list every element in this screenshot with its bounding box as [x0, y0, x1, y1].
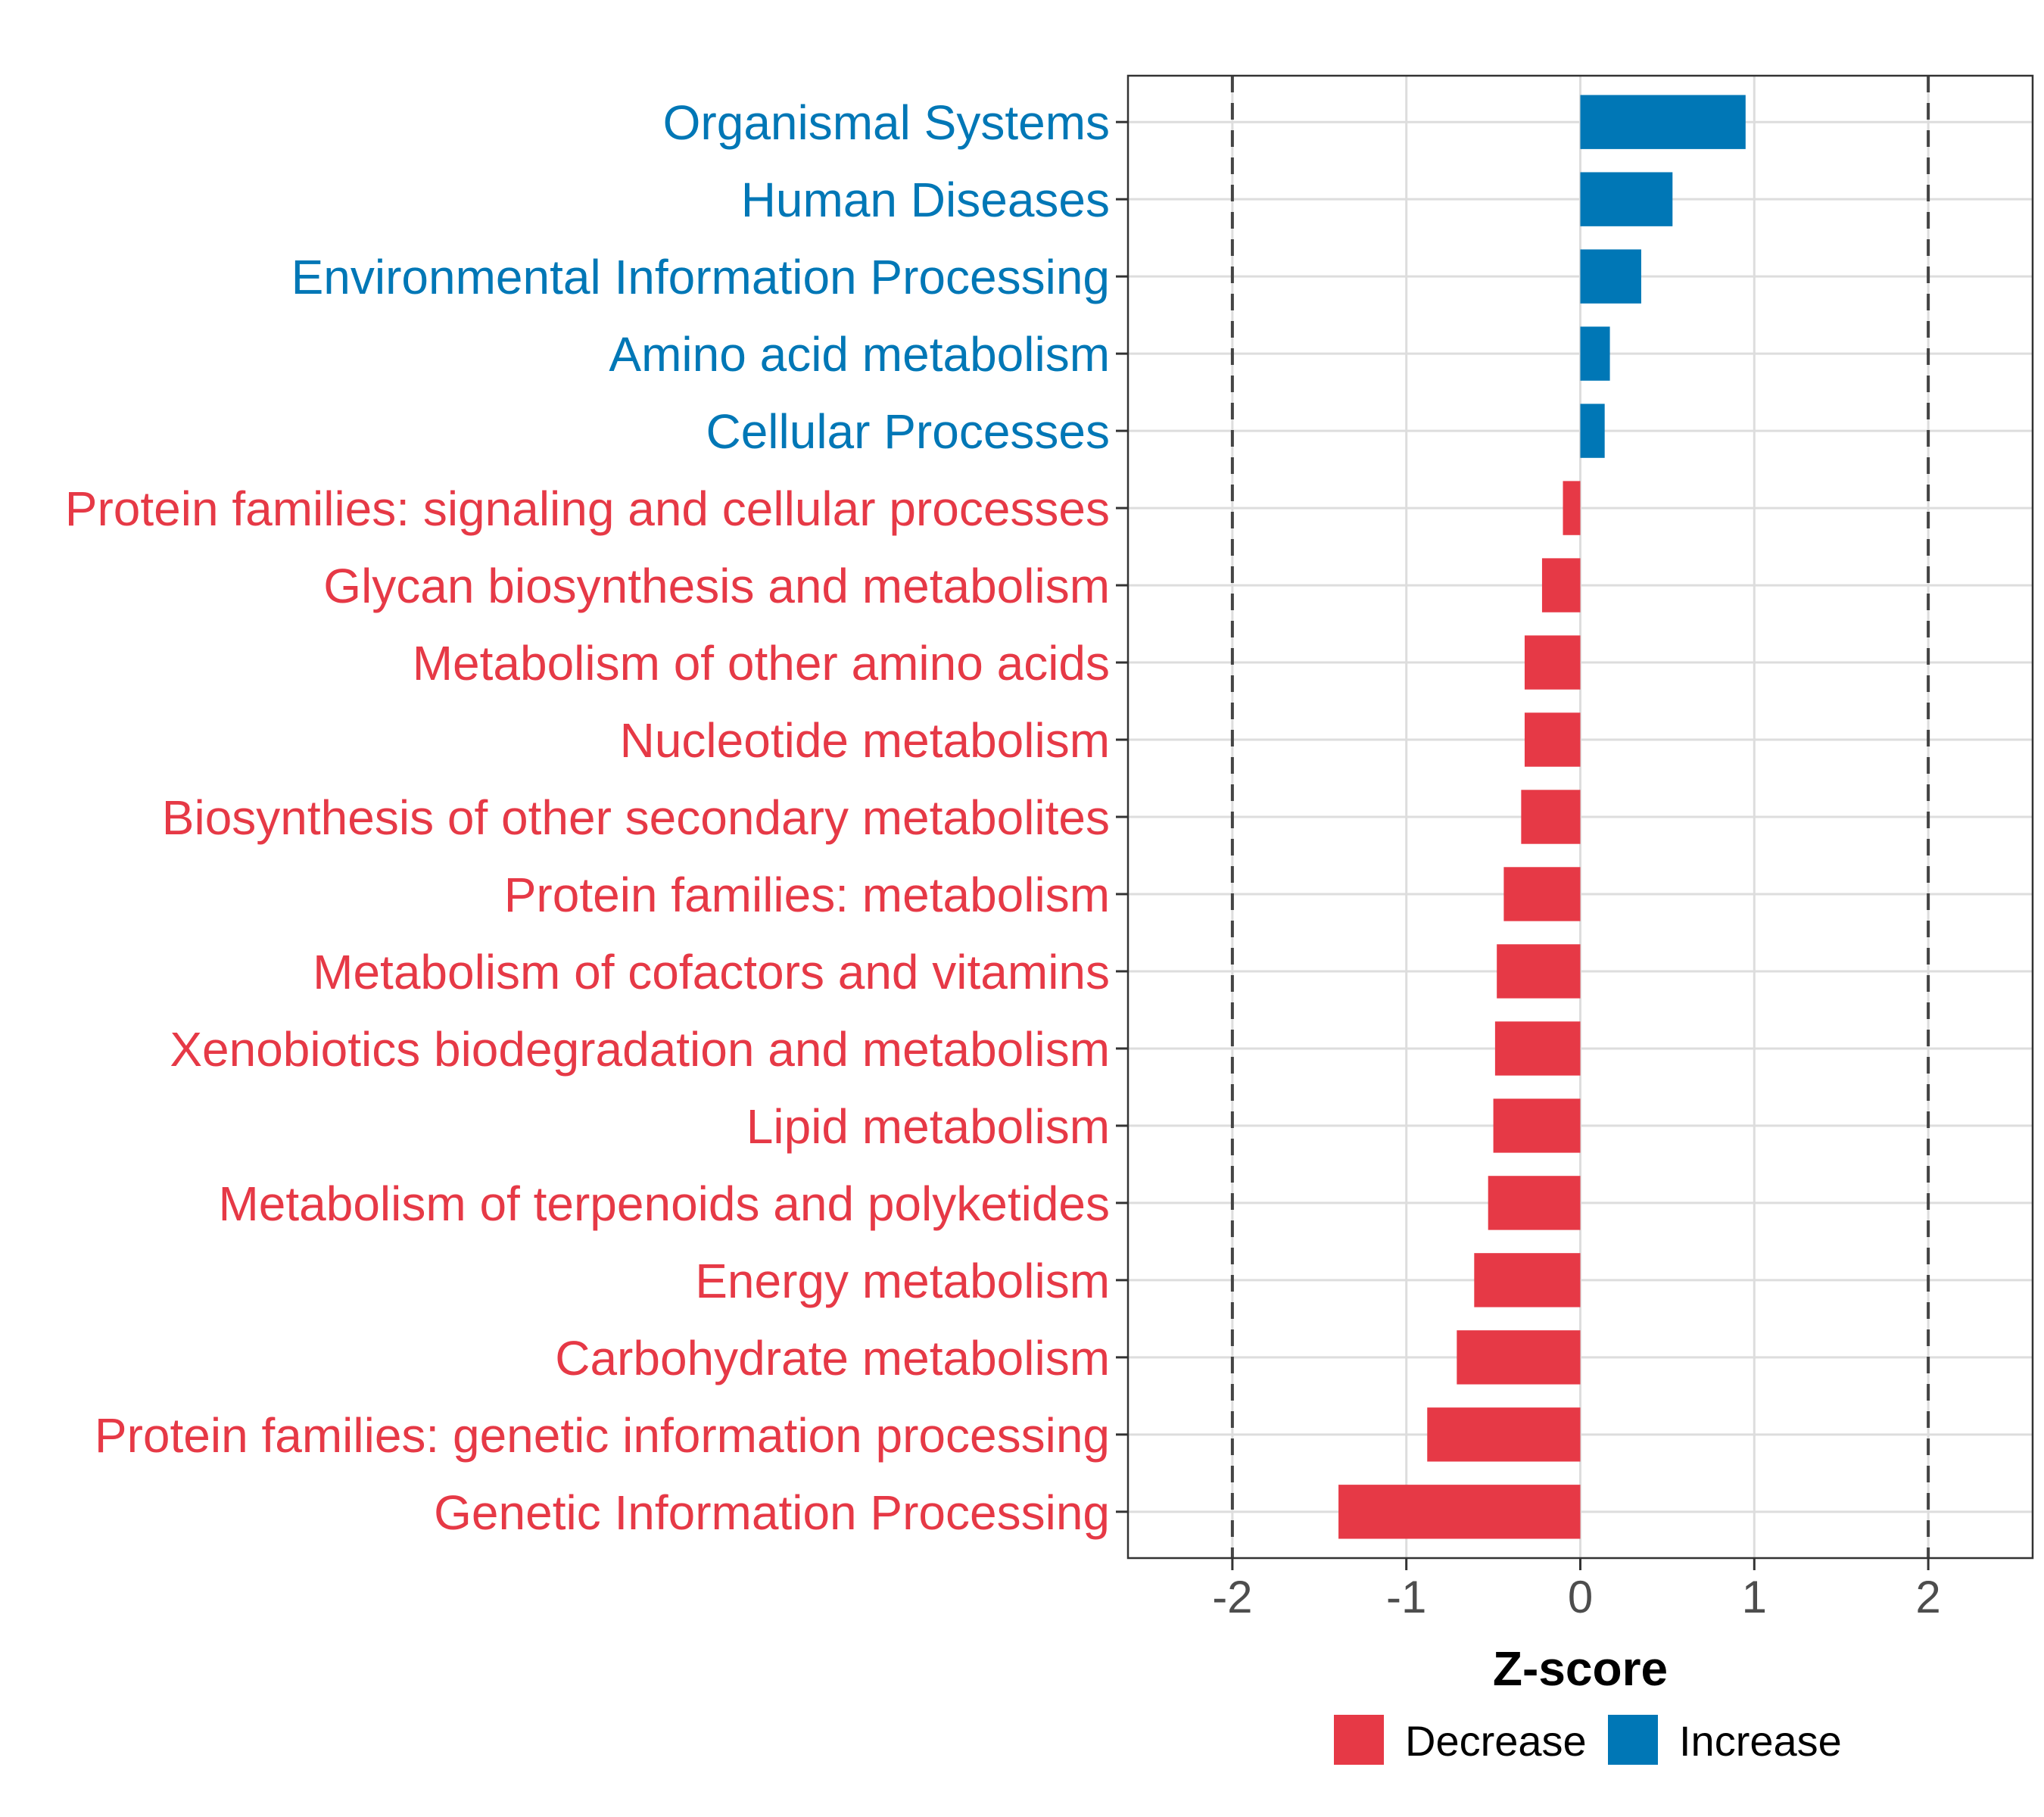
bar: [1493, 1099, 1581, 1153]
bar: [1497, 944, 1581, 999]
x-tick-label: 0: [1568, 1572, 1593, 1622]
bar: [1563, 481, 1581, 535]
bar: [1524, 712, 1581, 767]
bar: [1427, 1407, 1581, 1462]
bar: [1580, 404, 1605, 458]
category-label: Metabolism of cofactors and vitamins: [313, 945, 1110, 999]
category-label: Glycan biosynthesis and metabolism: [323, 559, 1110, 613]
bar: [1521, 790, 1581, 844]
category-label: Carbohydrate metabolism: [555, 1331, 1110, 1385]
category-label: Amino acid metabolism: [609, 327, 1110, 382]
bar: [1338, 1485, 1581, 1539]
x-axis: -2 -1 0 1 2: [1212, 1558, 1941, 1622]
category-label: Nucleotide metabolism: [620, 713, 1110, 768]
legend-label: Decrease: [1405, 1717, 1587, 1765]
category-label: Lipid metabolism: [746, 1099, 1110, 1154]
legend-swatch: [1608, 1715, 1658, 1765]
category-label: Xenobiotics biodegradation and metabolis…: [170, 1022, 1110, 1077]
category-label: Protein families: metabolism: [504, 868, 1110, 922]
bars: [1338, 95, 1746, 1539]
legend-label: Increase: [1679, 1717, 1842, 1765]
category-label: Metabolism of other amino acids: [413, 636, 1110, 690]
category-label: Genetic Information Processing: [434, 1485, 1110, 1540]
legend: Decrease Increase: [1334, 1715, 1842, 1765]
y-axis: Organismal Systems Human Diseases Environm…: [65, 95, 1128, 1540]
x-tick-label: 2: [1915, 1572, 1940, 1622]
bar: [1524, 635, 1581, 690]
bar: [1488, 1176, 1581, 1230]
bar: [1541, 558, 1581, 612]
bar: [1580, 326, 1610, 381]
x-tick-label: -2: [1212, 1572, 1252, 1622]
bar: [1580, 172, 1673, 226]
bar: [1580, 249, 1641, 304]
category-label: Metabolism of terpenoids and polyketides: [218, 1177, 1110, 1231]
category-label: Environmental Information Processing: [291, 250, 1110, 304]
bar: [1503, 867, 1581, 921]
bar: [1580, 95, 1746, 149]
bar: [1474, 1253, 1581, 1307]
category-label: Biosynthesis of other secondary metaboli…: [162, 790, 1110, 845]
category-label: Protein families: signaling and cellular…: [65, 482, 1110, 536]
category-label: Organismal Systems: [663, 95, 1110, 150]
x-axis-title: Z-score: [1493, 1641, 1668, 1696]
category-label: Protein families: genetic information pr…: [95, 1408, 1110, 1463]
x-tick-label: -1: [1386, 1572, 1426, 1622]
x-tick-label: 1: [1742, 1572, 1767, 1622]
category-label: Human Diseases: [741, 173, 1110, 227]
reference-lines: [1230, 76, 1930, 1558]
bar: [1494, 1021, 1581, 1076]
category-label: Energy metabolism: [695, 1254, 1110, 1308]
bar: [1457, 1330, 1581, 1385]
legend-swatch: [1334, 1715, 1384, 1765]
category-label: Cellular Processes: [706, 404, 1110, 459]
